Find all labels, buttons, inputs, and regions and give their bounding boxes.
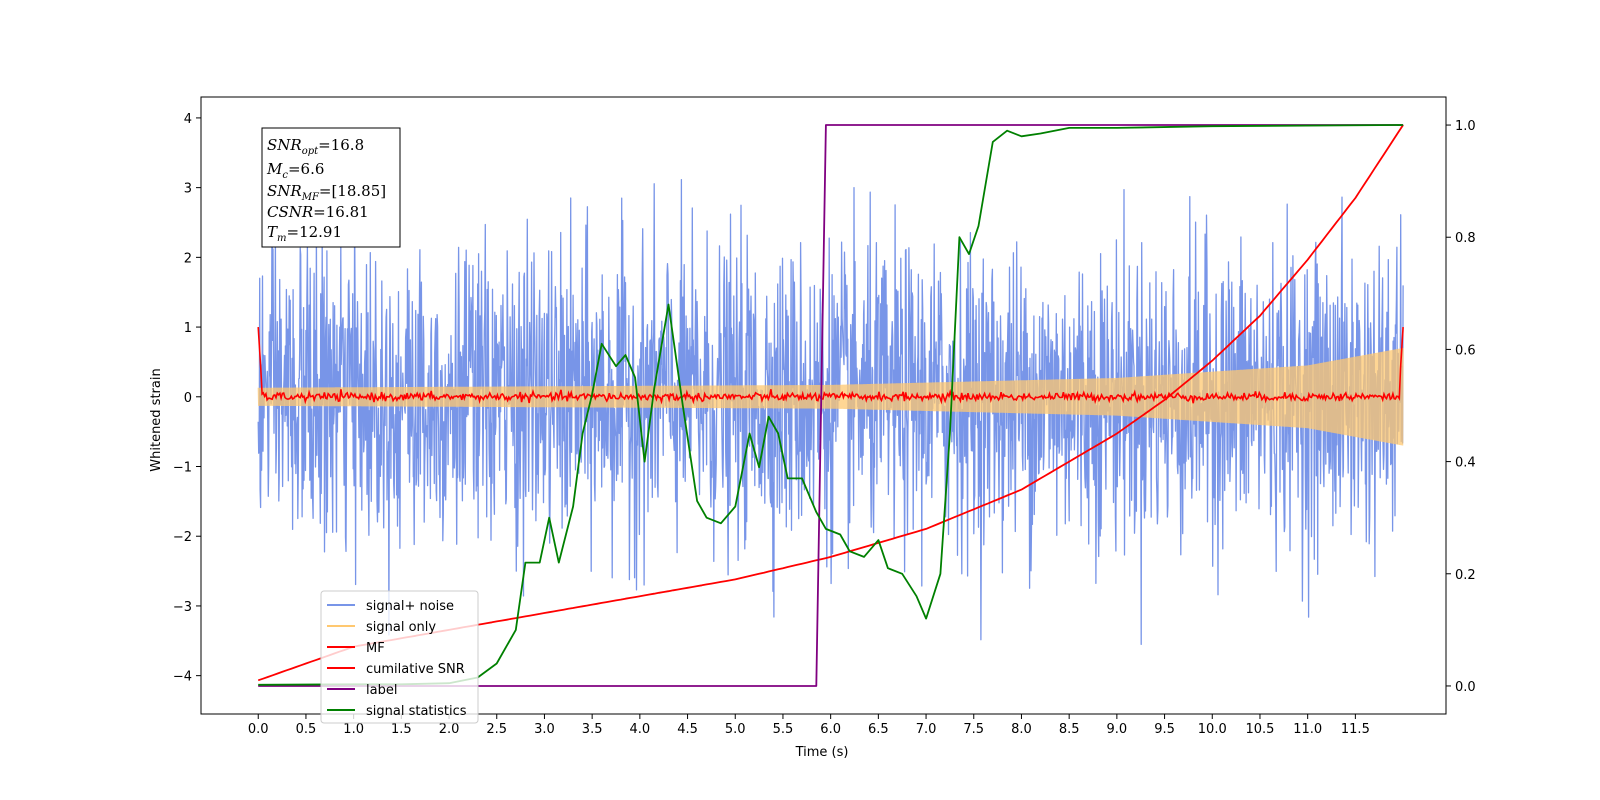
y-tick-label: 3 [184, 182, 192, 197]
x-tick-label: 11.0 [1293, 722, 1322, 737]
legend-label-signal-only: signal only [366, 620, 436, 635]
y-tick-label: −3 [173, 600, 192, 615]
y-right-tick-label: 0.4 [1455, 456, 1476, 471]
y-tick-label: 4 [184, 112, 192, 127]
annotation-snr-opt: SNRopt=16.8 [267, 136, 364, 157]
legend: signal+ noise signal only MF cumilative SNR… [320, 590, 479, 724]
x-tick-label: 5.5 [773, 722, 794, 737]
x-tick-label: 0.0 [248, 722, 269, 737]
x-tick-label: 6.0 [820, 722, 841, 737]
x-tick-label: 3.0 [534, 722, 555, 737]
y-right-tick-label: 0.8 [1455, 231, 1476, 246]
x-tick-label: 4.5 [677, 722, 698, 737]
y-axis-left: 4 3 2 1 0 −1 −2 −3 −4 [173, 112, 201, 685]
x-tick-label: 7.0 [916, 722, 937, 737]
x-tick-label: 9.5 [1154, 722, 1175, 737]
x-tick-label: 9.0 [1107, 722, 1128, 737]
x-tick-label: 7.5 [963, 722, 984, 737]
x-axis-label: Time (s) [795, 745, 849, 760]
x-tick-label: 8.0 [1011, 722, 1032, 737]
y-axis-label: Whitened strain [149, 368, 164, 471]
x-tick-label: 2.5 [486, 722, 507, 737]
y-tick-label: −1 [173, 461, 192, 476]
x-tick-label: 5.0 [725, 722, 746, 737]
annotation-tm: Tm=12.91 [267, 223, 342, 244]
x-tick-label: 6.5 [868, 722, 889, 737]
series-signal-only [257, 347, 1404, 446]
legend-label-signal-statistics: signal statistics [366, 704, 467, 719]
y-right-tick-label: 0.6 [1455, 343, 1476, 358]
series-signal-statistics [258, 124, 1404, 686]
y-right-tick-label: 0.2 [1455, 568, 1476, 583]
x-tick-label: 1.0 [343, 722, 364, 737]
legend-label-cumilative-snr: cumilative SNR [366, 662, 465, 677]
legend-label-mf: MF [366, 641, 385, 656]
plot-frame [200, 96, 1447, 715]
x-tick-label: 11.5 [1341, 722, 1370, 737]
legend-frame [320, 590, 479, 724]
annotation-box: SNRopt=16.8 Mc=6.6 SNRMF=[18.85] CSNR=16… [261, 127, 401, 248]
x-axis: 0.0 0.5 1.0 1.5 2.0 2.5 3.0 3.5 4.0 4.5 5.0 5.5 6.0 6… [248, 714, 1370, 737]
series-mf [257, 327, 1404, 405]
x-tick-label: 10.0 [1198, 722, 1227, 737]
series-label [258, 124, 1404, 687]
annotation-frame [261, 127, 401, 248]
x-tick-label: 4.0 [630, 722, 651, 737]
y-right-tick-label: 0.0 [1455, 680, 1476, 695]
legend-label-label: label [366, 683, 397, 698]
y-axis-right: 1.0 0.8 0.6 0.4 0.2 0.0 [1446, 119, 1476, 695]
x-tick-label: 1.5 [391, 722, 412, 737]
annotation-csnr: CSNR=16.81 [267, 203, 369, 221]
y-tick-label: 0 [184, 391, 192, 406]
y-tick-label: −4 [173, 670, 192, 685]
y-tick-label: −2 [173, 530, 192, 545]
x-tick-label: 2.0 [439, 722, 460, 737]
y-tick-label: 1 [184, 321, 192, 336]
annotation-snr-mf: SNRMF=[18.85] [267, 182, 386, 203]
x-tick-label: 8.5 [1059, 722, 1080, 737]
legend-label-signal-noise: signal+ noise [366, 599, 454, 614]
x-tick-label: 0.5 [296, 722, 317, 737]
y-right-tick-label: 1.0 [1455, 119, 1476, 134]
x-tick-label: 10.5 [1245, 722, 1274, 737]
y-tick-label: 2 [184, 251, 192, 266]
annotation-mc: Mc=6.6 [266, 160, 324, 181]
x-tick-label: 3.5 [582, 722, 603, 737]
